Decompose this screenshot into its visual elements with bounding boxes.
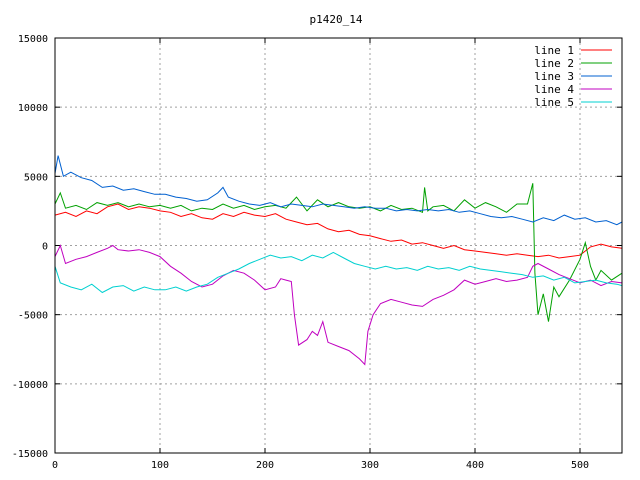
plot-frame: [54, 37, 623, 454]
chart-title: p1420_14: [310, 13, 363, 26]
x-tick-label: 100: [151, 460, 169, 471]
y-tick-label: 10000: [18, 103, 48, 114]
series-lines: [54, 155, 623, 366]
x-tick-label: 500: [571, 460, 589, 471]
grid-lines: [55, 38, 622, 453]
legend-label-3: line 3: [534, 70, 574, 83]
y-tick-label: 0: [42, 242, 48, 253]
legend-label-1: line 1: [534, 44, 574, 57]
x-tick-label: 0: [52, 460, 58, 471]
y-tick-label: -5000: [18, 311, 48, 322]
x-tick-label: 200: [256, 460, 274, 471]
legend-label-4: line 4: [534, 83, 574, 96]
y-tick-label: -10000: [12, 380, 48, 391]
y-tick-label: -15000: [12, 449, 48, 460]
series-line-2: [54, 183, 623, 322]
y-tick-label: 15000: [18, 34, 48, 45]
series-line-5: [54, 251, 623, 294]
legend-label-5: line 5: [534, 96, 574, 109]
x-tick-label: 400: [466, 460, 484, 471]
series-line-3: [54, 155, 623, 226]
series-line-4: [54, 244, 623, 366]
series-line-1: [54, 203, 623, 259]
x-tick-label: 300: [361, 460, 379, 471]
axis-ticks: 0 100 200 300 400 500 -15000 -10000 -5000 0 5000 10…: [12, 34, 622, 471]
legend-label-2: line 2: [534, 57, 574, 70]
y-tick-label: 5000: [24, 172, 48, 183]
